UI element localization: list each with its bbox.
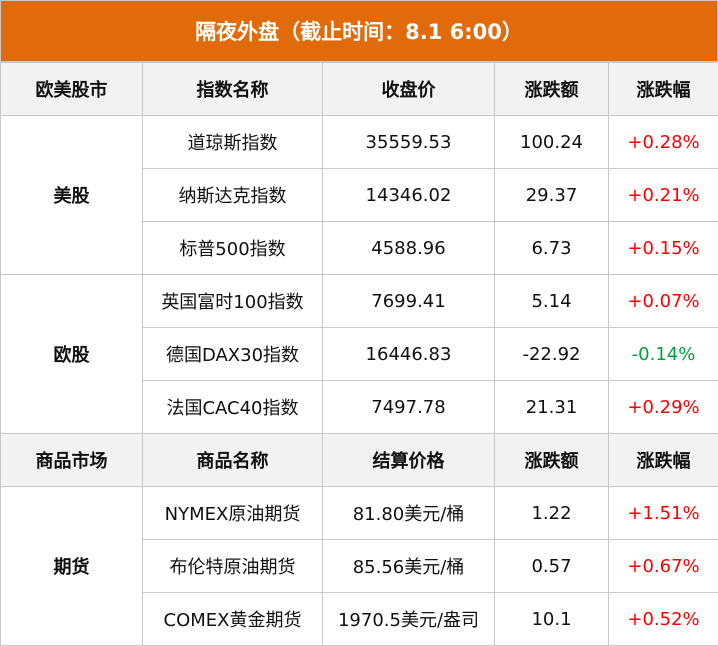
group-label: 欧股 bbox=[0, 274, 143, 434]
item-name: 德国DAX30指数 bbox=[142, 327, 323, 381]
change-cell: 5.14 bbox=[494, 274, 609, 328]
name-header: 商品名称 bbox=[142, 433, 323, 487]
price-cell: 35559.53 bbox=[322, 115, 495, 169]
item-name: 英国富时100指数 bbox=[142, 274, 323, 328]
name-header: 指数名称 bbox=[142, 62, 323, 116]
table-row: 标普500指数 4588.96 6.73 +0.15% bbox=[1, 221, 718, 275]
pct-cell: +0.29% bbox=[608, 380, 718, 434]
change-cell: 21.31 bbox=[494, 380, 609, 434]
change-cell: 10.1 bbox=[494, 592, 609, 646]
item-name: 道琼斯指数 bbox=[142, 115, 323, 169]
header-row: 欧美股市 指数名称 收盘价 涨跌额 涨跌幅 bbox=[0, 62, 718, 116]
pct-cell: +0.52% bbox=[608, 592, 718, 646]
change-cell: 0.57 bbox=[494, 539, 609, 593]
pct-cell: -0.14% bbox=[608, 327, 718, 381]
table-row: 美股 道琼斯指数 35559.53 100.24 +0.28% bbox=[0, 115, 718, 275]
price-header: 收盘价 bbox=[322, 62, 495, 116]
price-cell: 81.80美元/桶 bbox=[322, 486, 495, 540]
market-header: 欧美股市 bbox=[0, 62, 143, 116]
price-cell: 1970.5美元/盎司 bbox=[322, 592, 495, 646]
market-table: 欧美股市 指数名称 收盘价 涨跌额 涨跌幅 美股 道琼斯指数 35559.53 100.24 +0… bbox=[0, 62, 718, 646]
item-name: 法国CAC40指数 bbox=[142, 380, 323, 434]
table-row: 欧股 英国富时100指数 7699.41 5.14 +0.07% bbox=[0, 274, 718, 434]
group-label: 美股 bbox=[0, 115, 143, 275]
pct-cell: +0.21% bbox=[608, 168, 718, 222]
item-name: 标普500指数 bbox=[142, 221, 323, 275]
table-row: 德国DAX30指数 16446.83 -22.92 -0.14% bbox=[1, 327, 718, 381]
table-row: 纳斯达克指数 14346.02 29.37 +0.21% bbox=[1, 168, 718, 222]
change-header: 涨跌额 bbox=[494, 62, 609, 116]
price-header: 结算价格 bbox=[322, 433, 495, 487]
pct-cell: +1.51% bbox=[608, 486, 718, 540]
pct-header: 涨跌幅 bbox=[608, 433, 718, 487]
item-name: 纳斯达克指数 bbox=[142, 168, 323, 222]
header-row: 商品市场 商品名称 结算价格 涨跌额 涨跌幅 bbox=[0, 433, 718, 487]
change-cell: 1.22 bbox=[494, 486, 609, 540]
pct-cell: +0.15% bbox=[608, 221, 718, 275]
group-label: 期货 bbox=[0, 486, 143, 646]
table-row: 法国CAC40指数 7497.78 21.31 +0.29% bbox=[1, 380, 718, 434]
pct-cell: +0.07% bbox=[608, 274, 718, 328]
pct-cell: +0.28% bbox=[608, 115, 718, 169]
price-cell: 7497.78 bbox=[322, 380, 495, 434]
change-cell: 100.24 bbox=[494, 115, 609, 169]
change-cell: -22.92 bbox=[494, 327, 609, 381]
price-cell: 85.56美元/桶 bbox=[322, 539, 495, 593]
pct-cell: +0.67% bbox=[608, 539, 718, 593]
item-name: 布伦特原油期货 bbox=[142, 539, 323, 593]
price-cell: 14346.02 bbox=[322, 168, 495, 222]
price-cell: 7699.41 bbox=[322, 274, 495, 328]
price-cell: 4588.96 bbox=[322, 221, 495, 275]
change-header: 涨跌额 bbox=[494, 433, 609, 487]
market-header: 商品市场 bbox=[0, 433, 143, 487]
item-name: NYMEX原油期货 bbox=[142, 486, 323, 540]
change-cell: 29.37 bbox=[494, 168, 609, 222]
table-row: COMEX黄金期货 1970.5美元/盎司 10.1 +0.52% bbox=[1, 592, 718, 646]
table-row: 期货 NYMEX原油期货 81.80美元/桶 1.22 +1.51% bbox=[0, 486, 718, 646]
pct-header: 涨跌幅 bbox=[608, 62, 718, 116]
change-cell: 6.73 bbox=[494, 221, 609, 275]
price-cell: 16446.83 bbox=[322, 327, 495, 381]
table-row: 布伦特原油期货 85.56美元/桶 0.57 +0.67% bbox=[1, 539, 718, 593]
table-title: 隔夜外盘（截止时间：8.1 6:00） bbox=[0, 0, 718, 62]
item-name: COMEX黄金期货 bbox=[142, 592, 323, 646]
